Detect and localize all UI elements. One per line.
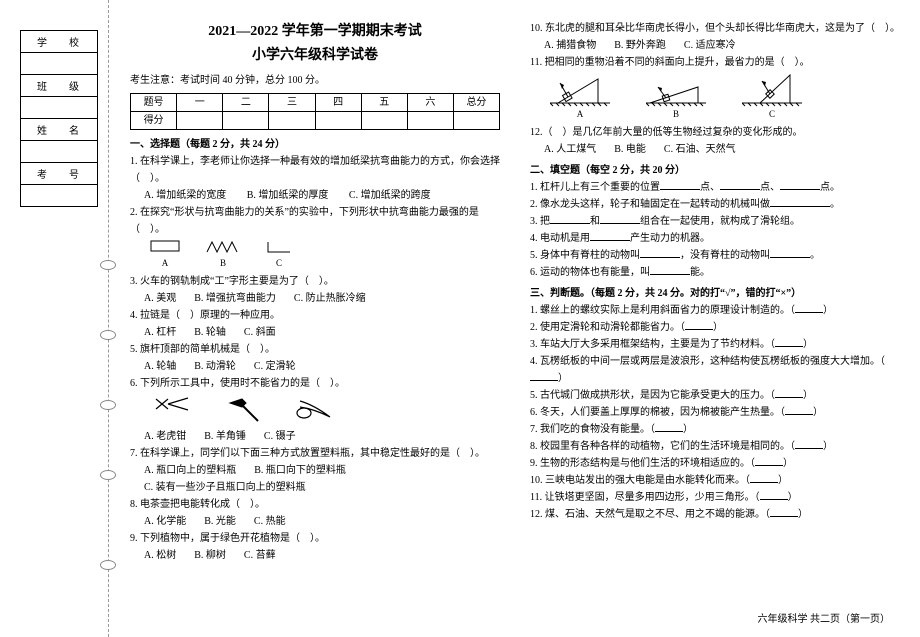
s2q3: 3. 把和组合在一起使用，就构成了滑轮组。 xyxy=(530,213,900,230)
q5: 5. 旗杆顶部的简单机械是（ ）。 xyxy=(130,341,500,358)
s3q11: 11. 让铁塔更坚固，尽量多用四边形，少用三角形。（） xyxy=(530,489,900,506)
q11-ramps: A B xyxy=(530,73,900,122)
s2q5: 5. 身体中有脊柱的动物叫，没有脊柱的动物叫。 xyxy=(530,247,900,264)
hammer-icon xyxy=(222,394,264,426)
q11: 11. 把相同的重物沿着不同的斜面向上提升，最省力的是（ ）。 xyxy=(530,54,900,71)
q2: 2. 在探究“形状与抗弯曲能力的关系”的实验中，下列形状中抗弯曲能力最强的是（ … xyxy=(130,204,500,238)
left-column: 2021—2022 学年第一学期期末考试 小学六年级科学试卷 考生注意：考试时间… xyxy=(130,20,500,564)
s2q1: 1. 杠杆儿上有三个重要的位置点、点、点。 xyxy=(530,179,900,196)
q6: 6. 下列所示工具中，使用时不能省力的是（ ）。 xyxy=(130,375,500,392)
right-column: 10. 东北虎的腿和耳朵比华南虎长得小，但个头却长得比华南虎大，这是为了（ ）。… xyxy=(530,20,900,564)
s3q12: 12. 煤、石油、天然气是取之不尽、用之不竭的能源。（） xyxy=(530,506,900,523)
q7: 7. 在科学课上，同学们以下面三种方式放置塑料瓶，其中稳定性最好的是（ ）。 xyxy=(130,445,500,462)
q8: 8. 电茶壶把电能转化成（ ）。 xyxy=(130,496,500,513)
q4: 4. 拉链是（ ）原理的一种应用。 xyxy=(130,307,500,324)
ramp-c-icon xyxy=(742,73,802,107)
s3q1: 1. 螺丝上的螺纹实际上是利用斜面省力的原理设计制造的。（） xyxy=(530,302,900,319)
q12: 12.（ ）是几亿年前大量的低等生物经过复杂的变化形成的。 xyxy=(530,124,900,141)
q10: 10. 东北虎的腿和耳朵比华南虎长得小，但个头却长得比华南虎大，这是为了（ ）。 xyxy=(530,20,900,37)
shape-rect-icon xyxy=(150,240,180,256)
s3q8: 8. 校园里有各种各样的动植物，它们的生活环境是相同的。（） xyxy=(530,438,900,455)
pliers-icon xyxy=(150,394,192,426)
s2q2: 2. 像水龙头这样，轮子和轴固定在一起转动的机械叫做。 xyxy=(530,196,900,213)
info-number: 考 号 xyxy=(21,163,98,185)
s3q6: 6. 冬天，人们要盖上厚厚的棉被，因为棉被能产生热量。（） xyxy=(530,404,900,421)
s3q2: 2. 使用定滑轮和动滑轮都能省力。（） xyxy=(530,319,900,336)
s3q3: 3. 车站大厅大多采用框架结构，主要是为了节约材料。（） xyxy=(530,336,900,353)
shape-zigzag-icon xyxy=(206,240,240,256)
binding-line xyxy=(108,0,109,637)
exam-title-1: 2021—2022 学年第一学期期末考试 xyxy=(130,20,500,44)
bind-hole-icon xyxy=(100,560,116,570)
section-2-title: 二、填空题（每空 2 分，共 20 分） xyxy=(530,162,900,179)
s3q4: 4. 瓦楞纸板的中间一层或两层是波浪形，这种结构使瓦楞纸板的强度大大增加。（） xyxy=(530,353,900,387)
bind-hole-icon xyxy=(100,470,116,480)
exam-title-2: 小学六年级科学试卷 xyxy=(130,44,500,68)
s3q9: 9. 生物的形态结构是与他们生活的环境相适应的。（） xyxy=(530,455,900,472)
exam-notice: 考生注意：考试时间 40 分钟，总分 100 分。 xyxy=(130,72,500,89)
s2q6: 6. 运动的物体也有能量，叫能。 xyxy=(530,264,900,281)
ramp-b-icon xyxy=(646,73,706,107)
ramp-a-icon xyxy=(550,73,610,107)
s3q10: 10. 三峡电站发出的强大电能是由水能转化而来。（） xyxy=(530,472,900,489)
q9: 9. 下列植物中，属于绿色开花植物是（ ）。 xyxy=(130,530,500,547)
score-table: 题号 一 二 三 四 五 六 总分 得分 xyxy=(130,93,500,130)
student-info-table: 学 校 班 级 姓 名 考 号 xyxy=(20,30,98,207)
tweezers-icon xyxy=(294,394,336,426)
q2-shapes: A B C xyxy=(130,240,500,271)
info-class: 班 级 xyxy=(21,75,98,97)
s3q7: 7. 我们吃的食物没有能量。（） xyxy=(530,421,900,438)
s2q4: 4. 电动机是用产生动力的机器。 xyxy=(530,230,900,247)
q1: 1. 在科学课上，李老师让你选择一种最有效的增加纸梁抗弯曲能力的方式，你会选择（… xyxy=(130,153,500,187)
info-school: 学 校 xyxy=(21,31,98,53)
s3q5: 5. 古代城门做成拱形状，是因为它能承受更大的压力。（） xyxy=(530,387,900,404)
bind-hole-icon xyxy=(100,400,116,410)
section-1-title: 一、选择题（每题 2 分，共 24 分） xyxy=(130,136,500,153)
shape-l-icon xyxy=(266,240,292,256)
q3: 3. 火车的钢轨制成“工”字形主要是为了（ ）。 xyxy=(130,273,500,290)
info-name: 姓 名 xyxy=(21,119,98,141)
q1-opts: A. 增加纸梁的宽度 B. 增加纸梁的厚度 C. 增加纸梁的跨度 xyxy=(130,187,500,204)
section-3-title: 三、判断题。（每题 2 分，共 24 分。对的打“√”，错的打“×”） xyxy=(530,285,900,302)
bind-hole-icon xyxy=(100,330,116,340)
q6-tools xyxy=(130,394,500,426)
page-footer: 六年级科学 共二页（第一页） xyxy=(758,610,891,625)
bind-hole-icon xyxy=(100,260,116,270)
